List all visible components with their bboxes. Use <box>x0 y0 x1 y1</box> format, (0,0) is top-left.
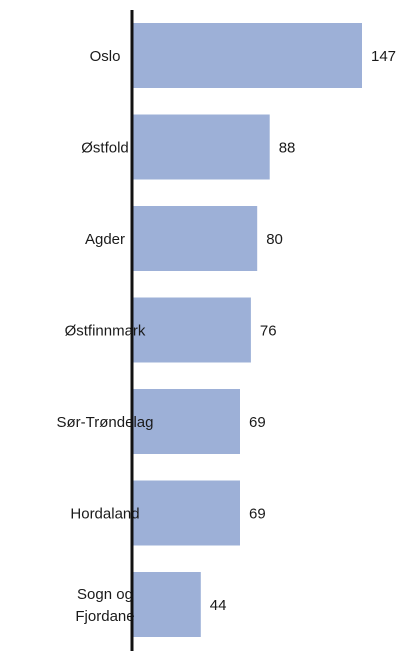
category-label-line: Oslo <box>90 48 121 65</box>
category-label-5: Sør-Trøndelag <box>57 414 154 431</box>
category-label-2: Østfold <box>81 140 129 157</box>
data-label-1: 147 <box>371 48 396 65</box>
category-label-line: Sogn og <box>77 586 133 603</box>
bar-6 <box>132 480 240 546</box>
bar-1 <box>132 23 362 88</box>
category-label-3: Agder <box>85 231 125 248</box>
category-label-line: Fjordane <box>75 608 134 625</box>
data-label-6: 69 <box>249 506 266 523</box>
category-label-line: Østfold <box>81 140 129 157</box>
bar-2 <box>132 114 270 180</box>
category-label-4: Østfinnmark <box>65 323 146 340</box>
data-label-7: 44 <box>210 597 227 614</box>
bar-5 <box>132 389 240 454</box>
bar-7 <box>132 572 201 637</box>
data-label-5: 69 <box>249 414 266 431</box>
data-label-2: 88 <box>279 140 296 157</box>
data-label-3: 80 <box>266 231 283 248</box>
category-label-line: Agder <box>85 231 125 248</box>
category-label-1: Oslo <box>90 48 121 65</box>
category-label-line: Hordaland <box>70 506 139 523</box>
bar-3 <box>132 206 258 271</box>
category-label-line: Østfinnmark <box>65 323 146 340</box>
category-label-6: Hordaland <box>70 506 139 523</box>
category-label-7: Sogn og Fjordane <box>75 586 134 625</box>
category-labels-layer: Oslo Østfold Agder Østfinnmark Sør-Trøndelag… <box>57 48 154 625</box>
bars-layer <box>132 23 362 637</box>
data-labels-layer: 147 88 80 76 69 69 44 <box>210 48 396 614</box>
category-label-line: Sør-Trøndelag <box>57 414 154 431</box>
data-label-4: 76 <box>260 323 277 340</box>
bar-4 <box>132 297 251 363</box>
